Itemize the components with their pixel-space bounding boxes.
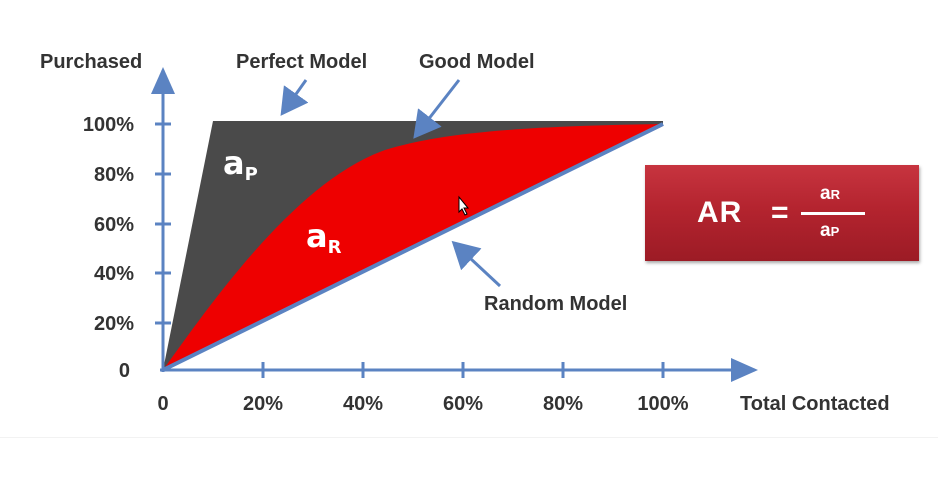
x-tick-label: 100%	[637, 393, 688, 415]
perfect-model-arrow	[280, 79, 309, 116]
accuracy-ratio-formula: AR = aR aP	[645, 165, 919, 261]
perfect-model-label: Perfect Model	[236, 51, 367, 73]
y-axis-title: Purchased	[40, 51, 142, 73]
good-model-arrow	[413, 79, 461, 139]
area-random-subscript: R	[328, 237, 342, 258]
formula-equals: =	[771, 196, 789, 229]
mouse-cursor-icon	[458, 195, 470, 216]
y-tick-label: 60%	[94, 214, 134, 236]
x-tick-label: 0	[157, 393, 168, 415]
y-tick-label: 20%	[94, 313, 134, 335]
formula-numerator: aR	[820, 183, 840, 204]
area-perfect-subscript: P	[245, 164, 258, 185]
y-tick-label: 80%	[94, 164, 134, 186]
fraction-bar	[801, 212, 865, 215]
formula-denominator: aP	[820, 220, 840, 241]
formula-denominator-subscript: P	[830, 224, 840, 239]
y-tick-label: 40%	[94, 263, 134, 285]
random-model-arrow	[451, 240, 502, 288]
y-tick-label: 0	[119, 360, 130, 382]
area-random-label: aR	[306, 217, 342, 258]
formula-lhs: AR	[697, 196, 743, 229]
x-tick-label: 40%	[343, 393, 383, 415]
bottom-band	[0, 437, 938, 482]
random-model-label: Random Model	[484, 293, 627, 315]
y-axis-ticks	[155, 122, 171, 325]
x-tick-label: 80%	[543, 393, 583, 415]
x-axis-ticks	[261, 362, 665, 378]
y-tick-label: 100%	[83, 114, 134, 136]
good-model-label: Good Model	[419, 51, 535, 73]
x-axis-title: Total Contacted	[740, 393, 890, 415]
x-tick-label: 60%	[443, 393, 483, 415]
formula-numerator-subscript: R	[830, 187, 840, 202]
area-perfect-label: aP	[223, 144, 258, 185]
random-model-line	[162, 122, 664, 372]
x-tick-label: 20%	[243, 393, 283, 415]
